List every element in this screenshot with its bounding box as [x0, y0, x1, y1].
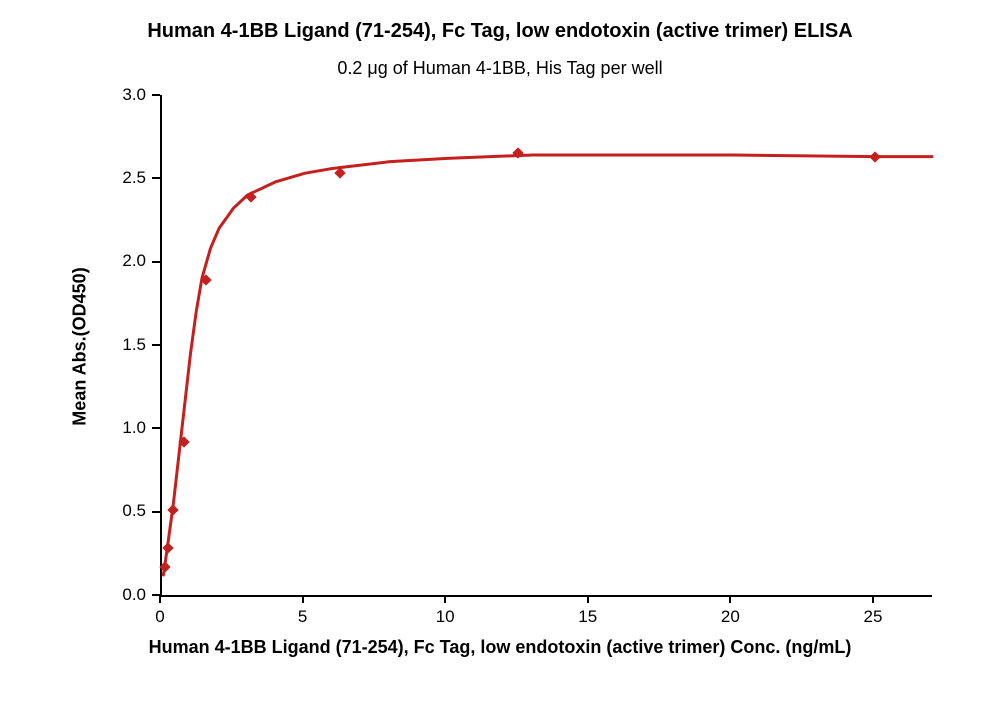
y-tick-mark: [152, 261, 160, 263]
y-tick-label: 0.0: [102, 585, 146, 605]
plot-area: [160, 95, 932, 597]
x-tick-mark: [444, 595, 446, 603]
y-tick-label: 0.5: [102, 501, 146, 521]
y-tick-mark: [152, 94, 160, 96]
x-tick-label: 15: [563, 607, 613, 627]
x-tick-mark: [729, 595, 731, 603]
y-tick-mark: [152, 427, 160, 429]
y-tick-label: 3.0: [102, 85, 146, 105]
x-tick-label: 10: [420, 607, 470, 627]
y-tick-mark: [152, 344, 160, 346]
y-tick-label: 2.5: [102, 168, 146, 188]
y-tick-mark: [152, 511, 160, 513]
y-tick-label: 1.5: [102, 335, 146, 355]
x-tick-label: 5: [278, 607, 328, 627]
chart-subtitle: 0.2 μg of Human 4-1BB, His Tag per well: [0, 58, 1000, 79]
x-tick-mark: [159, 595, 161, 603]
x-tick-label: 0: [135, 607, 185, 627]
x-tick-label: 25: [848, 607, 898, 627]
x-tick-mark: [587, 595, 589, 603]
elisa-curve: [162, 95, 932, 595]
chart-title: Human 4-1BB Ligand (71-254), Fc Tag, low…: [0, 20, 1000, 43]
x-tick-label: 20: [705, 607, 755, 627]
x-axis-label: Human 4-1BB Ligand (71-254), Fc Tag, low…: [0, 637, 1000, 658]
y-axis-label: Mean Abs.(OD450): [70, 97, 91, 597]
x-tick-mark: [872, 595, 874, 603]
x-tick-mark: [302, 595, 304, 603]
chart-container: Human 4-1BB Ligand (71-254), Fc Tag, low…: [0, 0, 1000, 714]
y-tick-mark: [152, 177, 160, 179]
y-tick-label: 2.0: [102, 251, 146, 271]
y-tick-label: 1.0: [102, 418, 146, 438]
